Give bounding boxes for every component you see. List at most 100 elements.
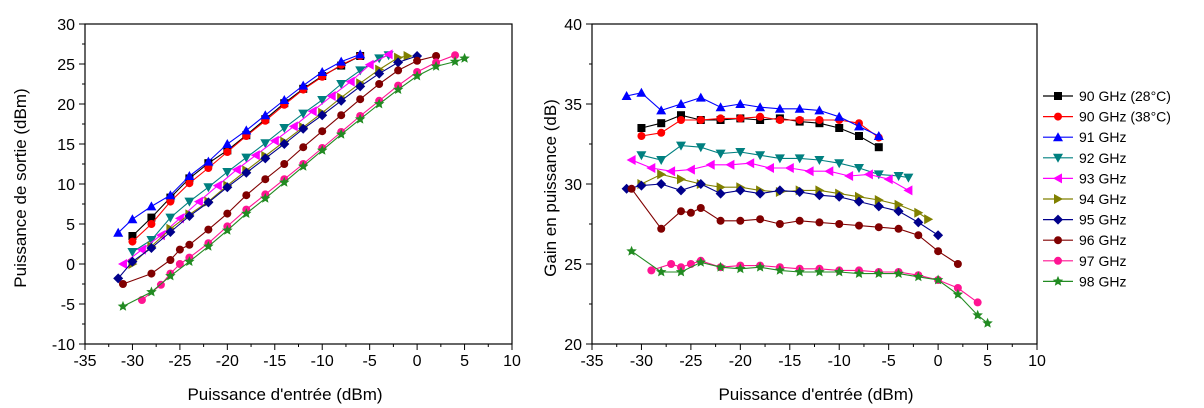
chart1-data-point xyxy=(914,231,923,240)
chart0-data-point xyxy=(147,269,156,278)
chart1-data-point xyxy=(716,114,725,123)
chart0-data-point xyxy=(222,139,233,148)
chart0-data-point xyxy=(165,213,176,223)
chart0-data-point xyxy=(260,192,271,203)
chart0-data-point xyxy=(317,67,328,76)
chart0-xtick-label: -35 xyxy=(73,353,96,370)
chart1-legend: 90 GHz (28°C) 90 GHz (38°C) 91 GHz 92 GHz 93… xyxy=(1043,88,1171,289)
chart0-data-point xyxy=(403,51,413,61)
chart1-series-7 xyxy=(627,184,962,268)
chart0-data-point xyxy=(127,214,138,224)
chart1-data-point xyxy=(873,170,884,180)
chart0-data-point xyxy=(269,135,279,146)
chart1-data-point xyxy=(686,208,695,217)
chart0-data-point xyxy=(175,260,184,268)
chart1-data-point xyxy=(735,263,746,274)
chart0-data-point xyxy=(317,144,328,155)
chart1-data-point xyxy=(775,116,784,124)
chart0-data-point xyxy=(118,280,127,288)
chart1-data-point xyxy=(874,223,883,232)
chart0-xtick-label: -20 xyxy=(216,353,239,370)
chart1-data-point xyxy=(695,143,706,153)
chart0-ytick-label: 25 xyxy=(57,57,75,74)
chart0-series-line xyxy=(132,54,389,253)
chart1-data-point xyxy=(903,173,914,183)
chart1-data-point xyxy=(656,156,667,165)
legend-label: 94 GHz xyxy=(1079,191,1126,207)
chart1-data-point xyxy=(676,185,686,196)
chart1-data-point xyxy=(893,268,904,278)
chart0-data-point xyxy=(375,80,384,88)
chart0-data-point xyxy=(166,197,175,206)
chart1-data-point xyxy=(656,179,667,189)
chart0-data-point xyxy=(250,150,260,161)
chart1-data-point xyxy=(913,271,924,282)
chart1-data-point xyxy=(814,105,825,115)
chart1-data-point xyxy=(656,266,667,277)
chart1-data-point xyxy=(755,188,766,199)
chart0-data-point xyxy=(318,127,327,136)
chart0-xlabel: Puissance d'entrée (dBm) xyxy=(187,385,382,404)
chart1-data-point xyxy=(834,266,845,277)
chart1-xtick-label: -30 xyxy=(630,353,653,370)
chart1-data-point xyxy=(855,132,863,140)
chart0-data-point xyxy=(146,236,157,245)
chart0-data-point xyxy=(336,128,347,139)
chart0-ytick-label: 15 xyxy=(57,137,75,154)
chart0-data-point xyxy=(204,164,213,172)
chart0-data-point xyxy=(336,56,347,66)
chart0-data-point xyxy=(136,244,146,255)
chart1-data-point xyxy=(695,92,706,102)
chart1-series-line xyxy=(631,188,959,265)
chart0-xtick-label: -25 xyxy=(168,353,191,370)
chart1-data-point xyxy=(677,207,685,216)
chart1-data-point xyxy=(636,180,647,191)
chart0-data-point xyxy=(193,196,203,207)
chart0-data-point xyxy=(175,245,184,254)
chart0-xtick-label: -10 xyxy=(311,353,334,370)
legend-marker xyxy=(1053,153,1063,163)
chart0-data-point xyxy=(298,160,309,171)
chart1-data-point xyxy=(794,187,805,197)
legend-marker xyxy=(1054,236,1062,245)
chart0-data-point xyxy=(288,121,298,132)
chart1-data-point xyxy=(894,199,904,210)
chart0-data-point xyxy=(128,232,137,240)
chart0-data-point xyxy=(336,95,347,106)
chart0-series-line xyxy=(132,55,408,265)
chart0-data-point xyxy=(242,191,251,200)
chart0-data-point xyxy=(373,98,385,109)
chart0-xtick-label: -5 xyxy=(363,353,377,370)
chart1-ytick-label: 20 xyxy=(564,337,582,354)
chart1-data-point xyxy=(795,116,804,124)
chart0-series-6 xyxy=(113,51,423,284)
chart1-data-point xyxy=(754,261,766,272)
chart0-data-point xyxy=(222,224,233,235)
chart1-data-point xyxy=(934,247,943,256)
chart0-data-point xyxy=(336,80,347,89)
chart0-ytick-label: 0 xyxy=(66,257,75,274)
chart0-data-point xyxy=(222,168,233,177)
chart0-data-point xyxy=(184,211,195,221)
chart0-series-4 xyxy=(118,49,393,269)
output-power-chart: Puissance d'entrée (dBm) Puissance de so… xyxy=(11,17,521,404)
chart1-data-point xyxy=(854,196,864,207)
chart1-ytick-label: 25 xyxy=(564,257,582,274)
legend-marker xyxy=(1052,275,1064,286)
chart0-data-point xyxy=(317,110,328,121)
chart1-data-point xyxy=(903,185,913,196)
chart1-data-point xyxy=(774,185,785,196)
chart1-data-point xyxy=(705,159,715,170)
chart1-data-point xyxy=(725,159,735,170)
chart0-data-point xyxy=(345,76,355,87)
chart0-data-point xyxy=(184,197,195,207)
chart0-data-point xyxy=(279,95,290,104)
chart1-data-point xyxy=(626,245,637,256)
chart1-data-point xyxy=(696,116,705,124)
chart0-data-point xyxy=(203,197,214,208)
chart0-data-point xyxy=(223,148,232,156)
chart1-data-point xyxy=(774,154,785,164)
chart1-data-point xyxy=(873,268,884,278)
chart1-data-point xyxy=(715,102,726,112)
